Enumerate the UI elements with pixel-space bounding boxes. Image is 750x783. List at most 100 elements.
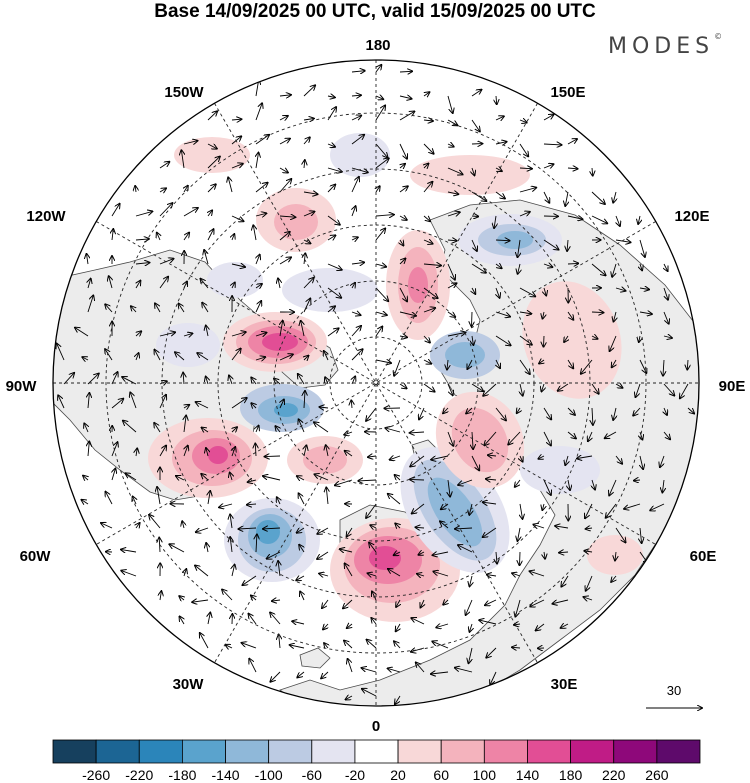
wind-arrow	[324, 351, 328, 361]
wind-arrow	[179, 596, 184, 600]
wind-arrow	[543, 479, 551, 495]
wind-arrow	[82, 357, 88, 360]
wind-arrow	[297, 476, 305, 480]
wind-arrow	[351, 262, 364, 264]
wind-arrow	[519, 287, 535, 296]
wind-arrow	[297, 528, 305, 533]
wind-arrow	[184, 186, 188, 193]
wind-arrow	[376, 186, 380, 193]
wind-arrow	[358, 480, 377, 481]
wind-arrow	[447, 95, 453, 113]
wind-arrow	[303, 192, 318, 194]
wind-arrow	[345, 564, 353, 577]
wind-arrow	[351, 71, 365, 72]
wind-arrow	[88, 393, 89, 409]
wind-arrow	[663, 336, 672, 338]
wind-arrow	[278, 279, 280, 289]
wind-arrow	[303, 137, 310, 145]
wind-arrow	[609, 479, 617, 495]
wind-arrow	[542, 503, 544, 510]
wind-arrow	[279, 95, 291, 96]
wind-arrow	[615, 527, 626, 542]
logo-mark: ©	[714, 32, 723, 41]
wind-arrow	[447, 431, 453, 446]
wind-arrow	[231, 119, 241, 120]
lon-label-90e: 90E	[719, 378, 746, 395]
wind-arrow	[232, 427, 237, 432]
wind-arrow	[231, 136, 241, 145]
wind-arrow	[326, 445, 328, 457]
wind-arrow	[395, 475, 401, 480]
wind-arrow	[515, 479, 521, 487]
wind-arrow	[399, 259, 405, 265]
colorbar-tick-label: 20	[390, 767, 406, 783]
colorbar-swatch	[138, 739, 183, 764]
wind-arrow	[567, 139, 577, 145]
wind-arrow	[327, 107, 336, 121]
wind-arrow	[469, 647, 473, 663]
wind-arrow	[584, 597, 593, 600]
wind-arrow	[255, 333, 266, 336]
wind-arrow	[279, 635, 280, 649]
wind-arrow	[472, 287, 475, 294]
wind-arrow	[410, 455, 425, 467]
wind-arrow	[519, 120, 527, 123]
wind-arrow	[136, 281, 140, 289]
wind-arrow	[394, 552, 401, 555]
wind-arrow	[208, 491, 210, 505]
wind-arrow	[327, 263, 342, 270]
wind-arrow	[298, 374, 305, 385]
wind-arrow	[447, 263, 455, 280]
wind-arrow	[87, 374, 99, 385]
wind-arrow	[352, 377, 355, 385]
wind-arrow	[567, 431, 576, 438]
wind-arrow	[423, 240, 433, 244]
wind-arrow	[472, 431, 473, 449]
wind-arrow	[485, 599, 497, 605]
wind-arrow	[159, 277, 168, 289]
wind-arrow	[567, 239, 568, 251]
wind-arrow	[519, 168, 532, 169]
wind-arrow	[680, 383, 689, 398]
wind-arrow	[399, 71, 412, 72]
wind-arrow	[495, 240, 510, 241]
wind-arrow	[277, 497, 280, 505]
wind-arrow	[327, 215, 340, 225]
wind-arrow	[290, 645, 305, 648]
wind-arrow	[633, 407, 641, 416]
wind-arrow	[640, 455, 643, 469]
wind-arrow	[255, 213, 266, 216]
wind-arrow	[222, 590, 233, 601]
wind-arrow	[375, 287, 388, 301]
wind-arrow	[520, 503, 523, 519]
wind-arrow	[274, 379, 281, 385]
wind-arrow	[231, 332, 246, 337]
wind-arrow	[443, 408, 448, 413]
wind-arrow	[417, 574, 425, 576]
wind-arrow	[399, 112, 414, 121]
wind-arrow	[157, 487, 160, 505]
wind-arrow	[125, 473, 137, 481]
wind-arrow	[315, 474, 329, 481]
wind-arrow	[112, 469, 115, 481]
wind-arrow	[317, 551, 329, 559]
wind-arrow	[253, 225, 256, 241]
wind-arrow	[279, 232, 290, 241]
wind-arrow	[440, 521, 449, 529]
wind-arrow	[663, 311, 669, 324]
wind-arrow	[559, 552, 569, 553]
wind-arrow	[518, 527, 521, 541]
wind-arrow	[352, 206, 356, 217]
colorbar-swatch	[440, 739, 485, 764]
wind-arrow	[606, 503, 617, 518]
wind-arrow	[63, 373, 74, 385]
wind-arrow	[519, 143, 528, 156]
wind-arrow	[184, 405, 189, 408]
wind-arrow	[543, 311, 545, 319]
wind-arrow	[327, 328, 339, 337]
wind-arrow	[567, 263, 578, 264]
wind-arrow	[394, 359, 401, 376]
wind-arrow	[304, 445, 306, 457]
wind-arrow	[640, 263, 642, 270]
wind-arrow	[538, 456, 544, 459]
